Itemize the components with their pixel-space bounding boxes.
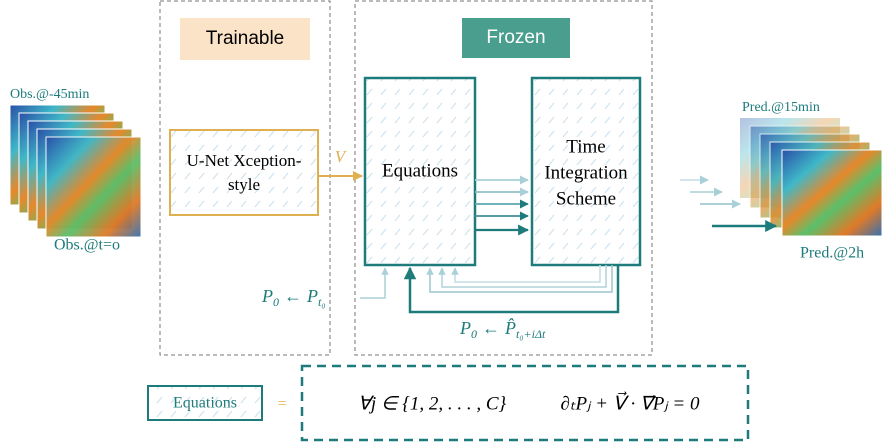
output-stack: [740, 118, 883, 237]
unet-label: style: [228, 175, 260, 194]
output-arrows: [680, 175, 778, 232]
legend-equals: =: [277, 396, 286, 413]
output-last-label: Pred.@2h: [800, 245, 864, 262]
loop-label: P0 ← P̂t₀+iΔt: [459, 318, 546, 341]
input-last-label: Obs.@t=o: [54, 237, 120, 254]
unet-label: U-Net Xception-: [187, 151, 302, 170]
integration-label: Integration: [544, 162, 628, 183]
equations-box: [363, 76, 477, 267]
integration-box: [530, 76, 642, 267]
equations-label: Equations: [382, 160, 458, 181]
formula-box: [300, 364, 750, 442]
eq-to-integration-arrows: [475, 175, 530, 236]
frozen-tag: [462, 18, 570, 58]
formula-quantifier: ∀j ∈ {1, 2, . . . , C}: [358, 393, 507, 414]
output-first-label: Pred.@15min: [742, 100, 820, 115]
input-stack: [9, 104, 142, 238]
trainable-label: Trainable: [206, 28, 285, 49]
trainable-tag: [180, 18, 310, 60]
legend-box-label: Equations: [173, 395, 237, 412]
formula-equation: ∂ₜPⱼ + V⃗ · ∇⃗Pⱼ = 0: [561, 391, 700, 414]
unet-box: [169, 129, 319, 216]
frozen-label: Frozen: [486, 27, 545, 48]
v-label: V: [335, 147, 348, 166]
trainable-panel: [159, 0, 331, 356]
input-first-label: Obs.@-45min: [10, 87, 89, 102]
legend-box: [147, 385, 263, 421]
init-label: P0 ← Pt₀: [261, 286, 326, 309]
integration-label: Scheme: [556, 188, 616, 209]
frozen-panel: [354, 0, 653, 356]
feedback-loops: [360, 265, 620, 314]
integration-label: Time: [566, 136, 605, 157]
